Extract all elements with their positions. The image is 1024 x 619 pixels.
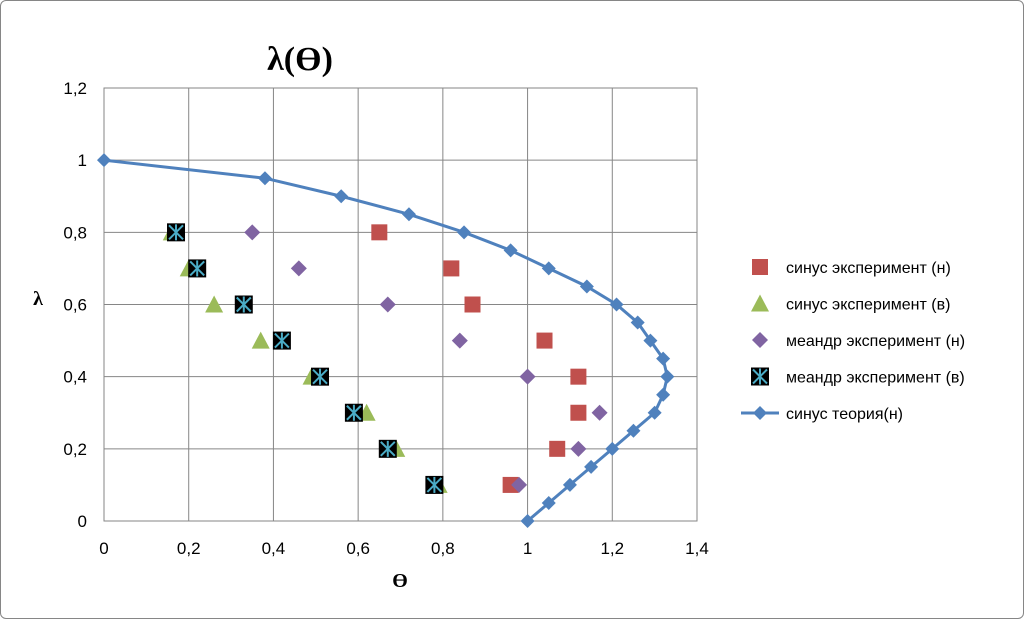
series-layer — [97, 153, 675, 528]
data-point — [344, 403, 363, 422]
data-point — [234, 295, 253, 314]
x-tick-label: 1,4 — [685, 539, 709, 558]
y-tick-label: 0 — [78, 512, 87, 531]
legend-item: меандр эксперимент (в) — [751, 367, 965, 387]
y-tick-label: 0,4 — [63, 368, 87, 387]
legend-item: синус эксперимент (в) — [751, 294, 950, 314]
legend-label: синус эксперимент (в) — [786, 297, 950, 314]
data-point — [464, 296, 481, 313]
data-point — [570, 440, 587, 457]
data-point — [251, 331, 270, 349]
data-point — [457, 225, 472, 240]
series-5 — [97, 153, 675, 528]
x-tick-label: 1 — [523, 539, 532, 558]
legend-marker — [751, 367, 769, 386]
data-point — [257, 171, 272, 186]
x-tick-label: 1,2 — [600, 539, 624, 558]
legend-marker — [752, 332, 768, 348]
legend-item: меандр эксперимент (н) — [752, 332, 965, 350]
data-point — [379, 296, 396, 313]
x-tick-label: 0,6 — [346, 539, 370, 558]
data-point — [584, 459, 599, 474]
legend-label: меандр эксперимент (н) — [786, 333, 965, 350]
data-point — [97, 153, 111, 168]
data-point — [541, 495, 556, 510]
data-point — [609, 297, 624, 312]
legend-item: синус эксперимент (н) — [752, 259, 951, 277]
legend-label: синус теория(н) — [786, 406, 903, 423]
data-point — [643, 333, 658, 348]
data-point — [656, 387, 671, 402]
data-point — [511, 476, 528, 493]
data-point — [451, 332, 468, 349]
data-point — [401, 207, 416, 222]
data-point — [503, 243, 518, 258]
data-point — [579, 279, 594, 294]
data-point — [272, 331, 291, 350]
data-point — [311, 367, 330, 386]
data-point — [570, 368, 587, 385]
data-point — [647, 405, 662, 420]
legend-marker — [752, 259, 768, 275]
x-tick-label: 0,4 — [262, 539, 286, 558]
data-point — [541, 261, 556, 276]
x-axis-label: ϴ — [392, 570, 408, 592]
data-point — [660, 369, 675, 384]
data-point — [536, 332, 553, 349]
data-point — [591, 404, 608, 421]
data-point — [630, 315, 645, 330]
legend-label: меандр эксперимент (в) — [786, 370, 965, 387]
y-tick-label: 0,8 — [63, 223, 87, 242]
data-point — [425, 475, 444, 494]
y-tick-label: 0,2 — [63, 440, 87, 459]
data-point — [188, 259, 207, 278]
plot-area — [103, 87, 698, 522]
data-point — [205, 295, 224, 313]
data-point — [562, 477, 577, 492]
legend-marker — [753, 406, 767, 420]
data-point — [378, 439, 397, 458]
legend: синус эксперимент (н) синус эксперимент (… — [741, 259, 965, 423]
series-3 — [244, 224, 608, 493]
data-point — [371, 224, 388, 241]
data-point — [520, 514, 535, 528]
x-tick-label: 0 — [99, 539, 108, 558]
data-point — [549, 440, 566, 457]
data-point — [519, 368, 536, 385]
data-point — [502, 476, 519, 493]
data-point — [626, 423, 641, 438]
data-point — [167, 223, 186, 242]
data-point — [290, 260, 307, 277]
x-tick-label: 0,2 — [177, 539, 201, 558]
legend-item: синус теория(н) — [741, 406, 903, 423]
data-point — [605, 441, 620, 456]
series-4 — [167, 223, 444, 494]
y-axis-label: λ — [33, 288, 43, 310]
y-tick-label: 1 — [78, 151, 87, 170]
x-tick-label: 0,8 — [431, 539, 455, 558]
tick-labels: 0 0,2 0,4 0,6 0,8 1 1,2 1,4 0 0,2 0,4 0,6 0,8 1 1,2 — [63, 79, 708, 558]
series-1 — [371, 224, 587, 493]
plot-border — [103, 87, 698, 522]
y-tick-label: 1,2 — [63, 79, 87, 98]
data-point — [570, 404, 587, 421]
data-point — [656, 351, 671, 366]
legend-label: синус эксперимент (н) — [786, 260, 951, 277]
y-tick-label: 0,6 — [63, 296, 87, 315]
data-point — [334, 189, 349, 204]
data-point — [244, 224, 261, 241]
data-point — [443, 260, 460, 277]
chart-title: λ(ϴ) — [267, 41, 333, 78]
legend-marker — [751, 294, 769, 312]
